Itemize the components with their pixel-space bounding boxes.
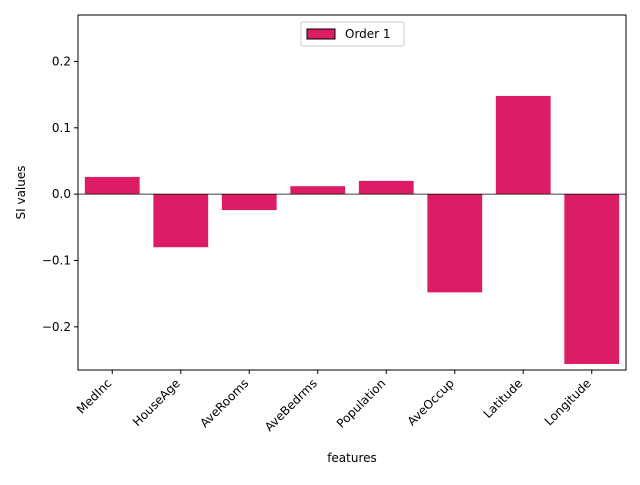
bar-longitude xyxy=(564,194,620,365)
x-tick-label-latitude: Latitude xyxy=(481,376,526,421)
y-axis-label: SI values xyxy=(14,166,28,220)
bar-avebedrms xyxy=(290,186,346,195)
bar-latitude xyxy=(495,95,551,195)
bar-averooms xyxy=(221,194,277,211)
y-tick-label: 0.1 xyxy=(52,121,71,135)
y-axis: −0.2 −0.1 0.0 0.1 0.2 xyxy=(42,54,78,334)
x-axis: MedInc HouseAge AveRooms AveBedrms Populatio… xyxy=(74,370,594,434)
y-tick-label: −0.2 xyxy=(42,320,71,334)
bar-aveoccup xyxy=(427,194,483,293)
legend-entry-label: Order 1 xyxy=(345,27,391,41)
legend: Order 1 xyxy=(300,21,405,47)
x-tick-label-aveoccup: AveOccup xyxy=(405,376,457,428)
bar-population xyxy=(358,180,414,195)
bars-layer xyxy=(84,95,620,365)
x-tick-label-averooms: AveRooms xyxy=(197,376,251,430)
x-tick-label-avebedrms: AveBedrms xyxy=(262,376,320,434)
y-tick-label: −0.1 xyxy=(42,254,71,268)
bar-medinc xyxy=(84,176,140,195)
x-tick-label-longitude: Longitude xyxy=(542,376,594,428)
x-axis-label: features xyxy=(327,451,377,465)
x-tick-label-medinc: MedInc xyxy=(74,376,114,416)
bar-houseage xyxy=(153,194,209,248)
y-tick-label: 0.2 xyxy=(52,54,71,68)
legend-box xyxy=(300,21,405,47)
x-tick-label-population: Population xyxy=(334,376,388,430)
y-tick-label: 0.0 xyxy=(52,187,71,201)
plot-frame xyxy=(77,14,627,371)
x-tick-label-houseage: HouseAge xyxy=(130,376,183,429)
legend-swatch xyxy=(306,28,336,40)
